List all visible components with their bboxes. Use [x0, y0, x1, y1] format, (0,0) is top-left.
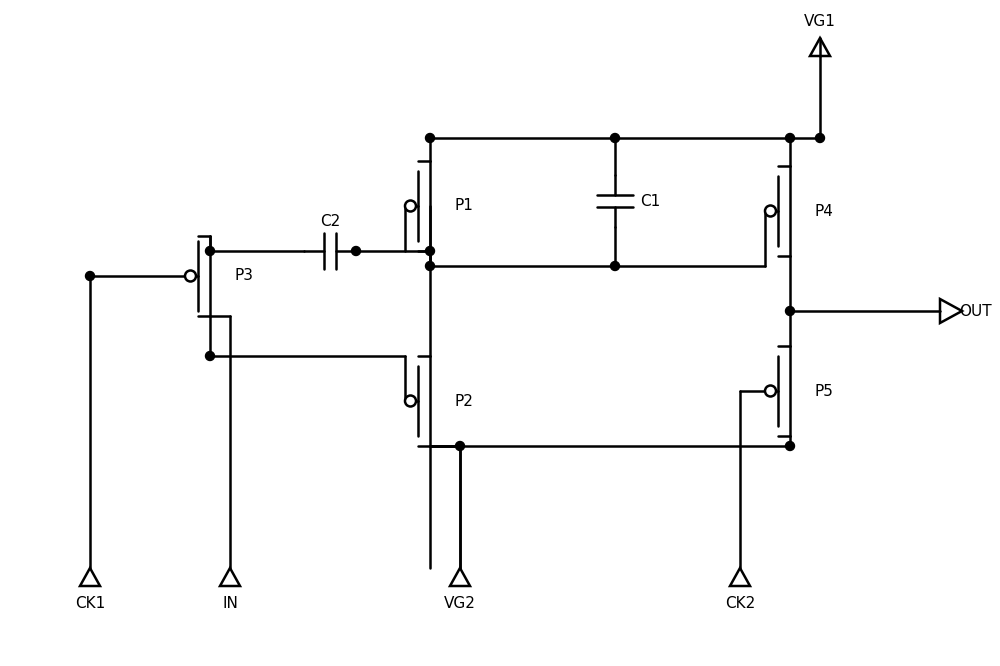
Circle shape [610, 133, 620, 143]
Circle shape [786, 133, 794, 143]
Text: CK2: CK2 [725, 597, 755, 611]
Circle shape [206, 352, 214, 360]
Circle shape [786, 306, 794, 316]
Circle shape [405, 396, 416, 406]
Circle shape [86, 272, 94, 280]
Circle shape [206, 246, 214, 256]
Circle shape [426, 246, 434, 256]
Circle shape [765, 206, 776, 216]
Circle shape [610, 262, 620, 270]
Text: P4: P4 [815, 204, 834, 218]
Text: CK1: CK1 [75, 597, 105, 611]
Text: VG1: VG1 [804, 13, 836, 29]
Circle shape [786, 442, 794, 450]
Circle shape [352, 246, 360, 256]
Circle shape [816, 133, 824, 143]
Text: P2: P2 [455, 394, 474, 408]
Circle shape [426, 262, 434, 270]
Text: IN: IN [222, 597, 238, 611]
Text: OUT: OUT [959, 304, 991, 318]
Circle shape [456, 442, 464, 450]
Circle shape [185, 270, 196, 282]
Text: C1: C1 [640, 194, 660, 208]
Text: VG2: VG2 [444, 597, 476, 611]
Text: P5: P5 [815, 384, 834, 398]
Text: P3: P3 [235, 268, 254, 284]
Text: P1: P1 [455, 198, 474, 214]
Circle shape [405, 200, 416, 212]
Circle shape [426, 133, 434, 143]
Text: C2: C2 [320, 214, 340, 228]
Circle shape [765, 386, 776, 396]
